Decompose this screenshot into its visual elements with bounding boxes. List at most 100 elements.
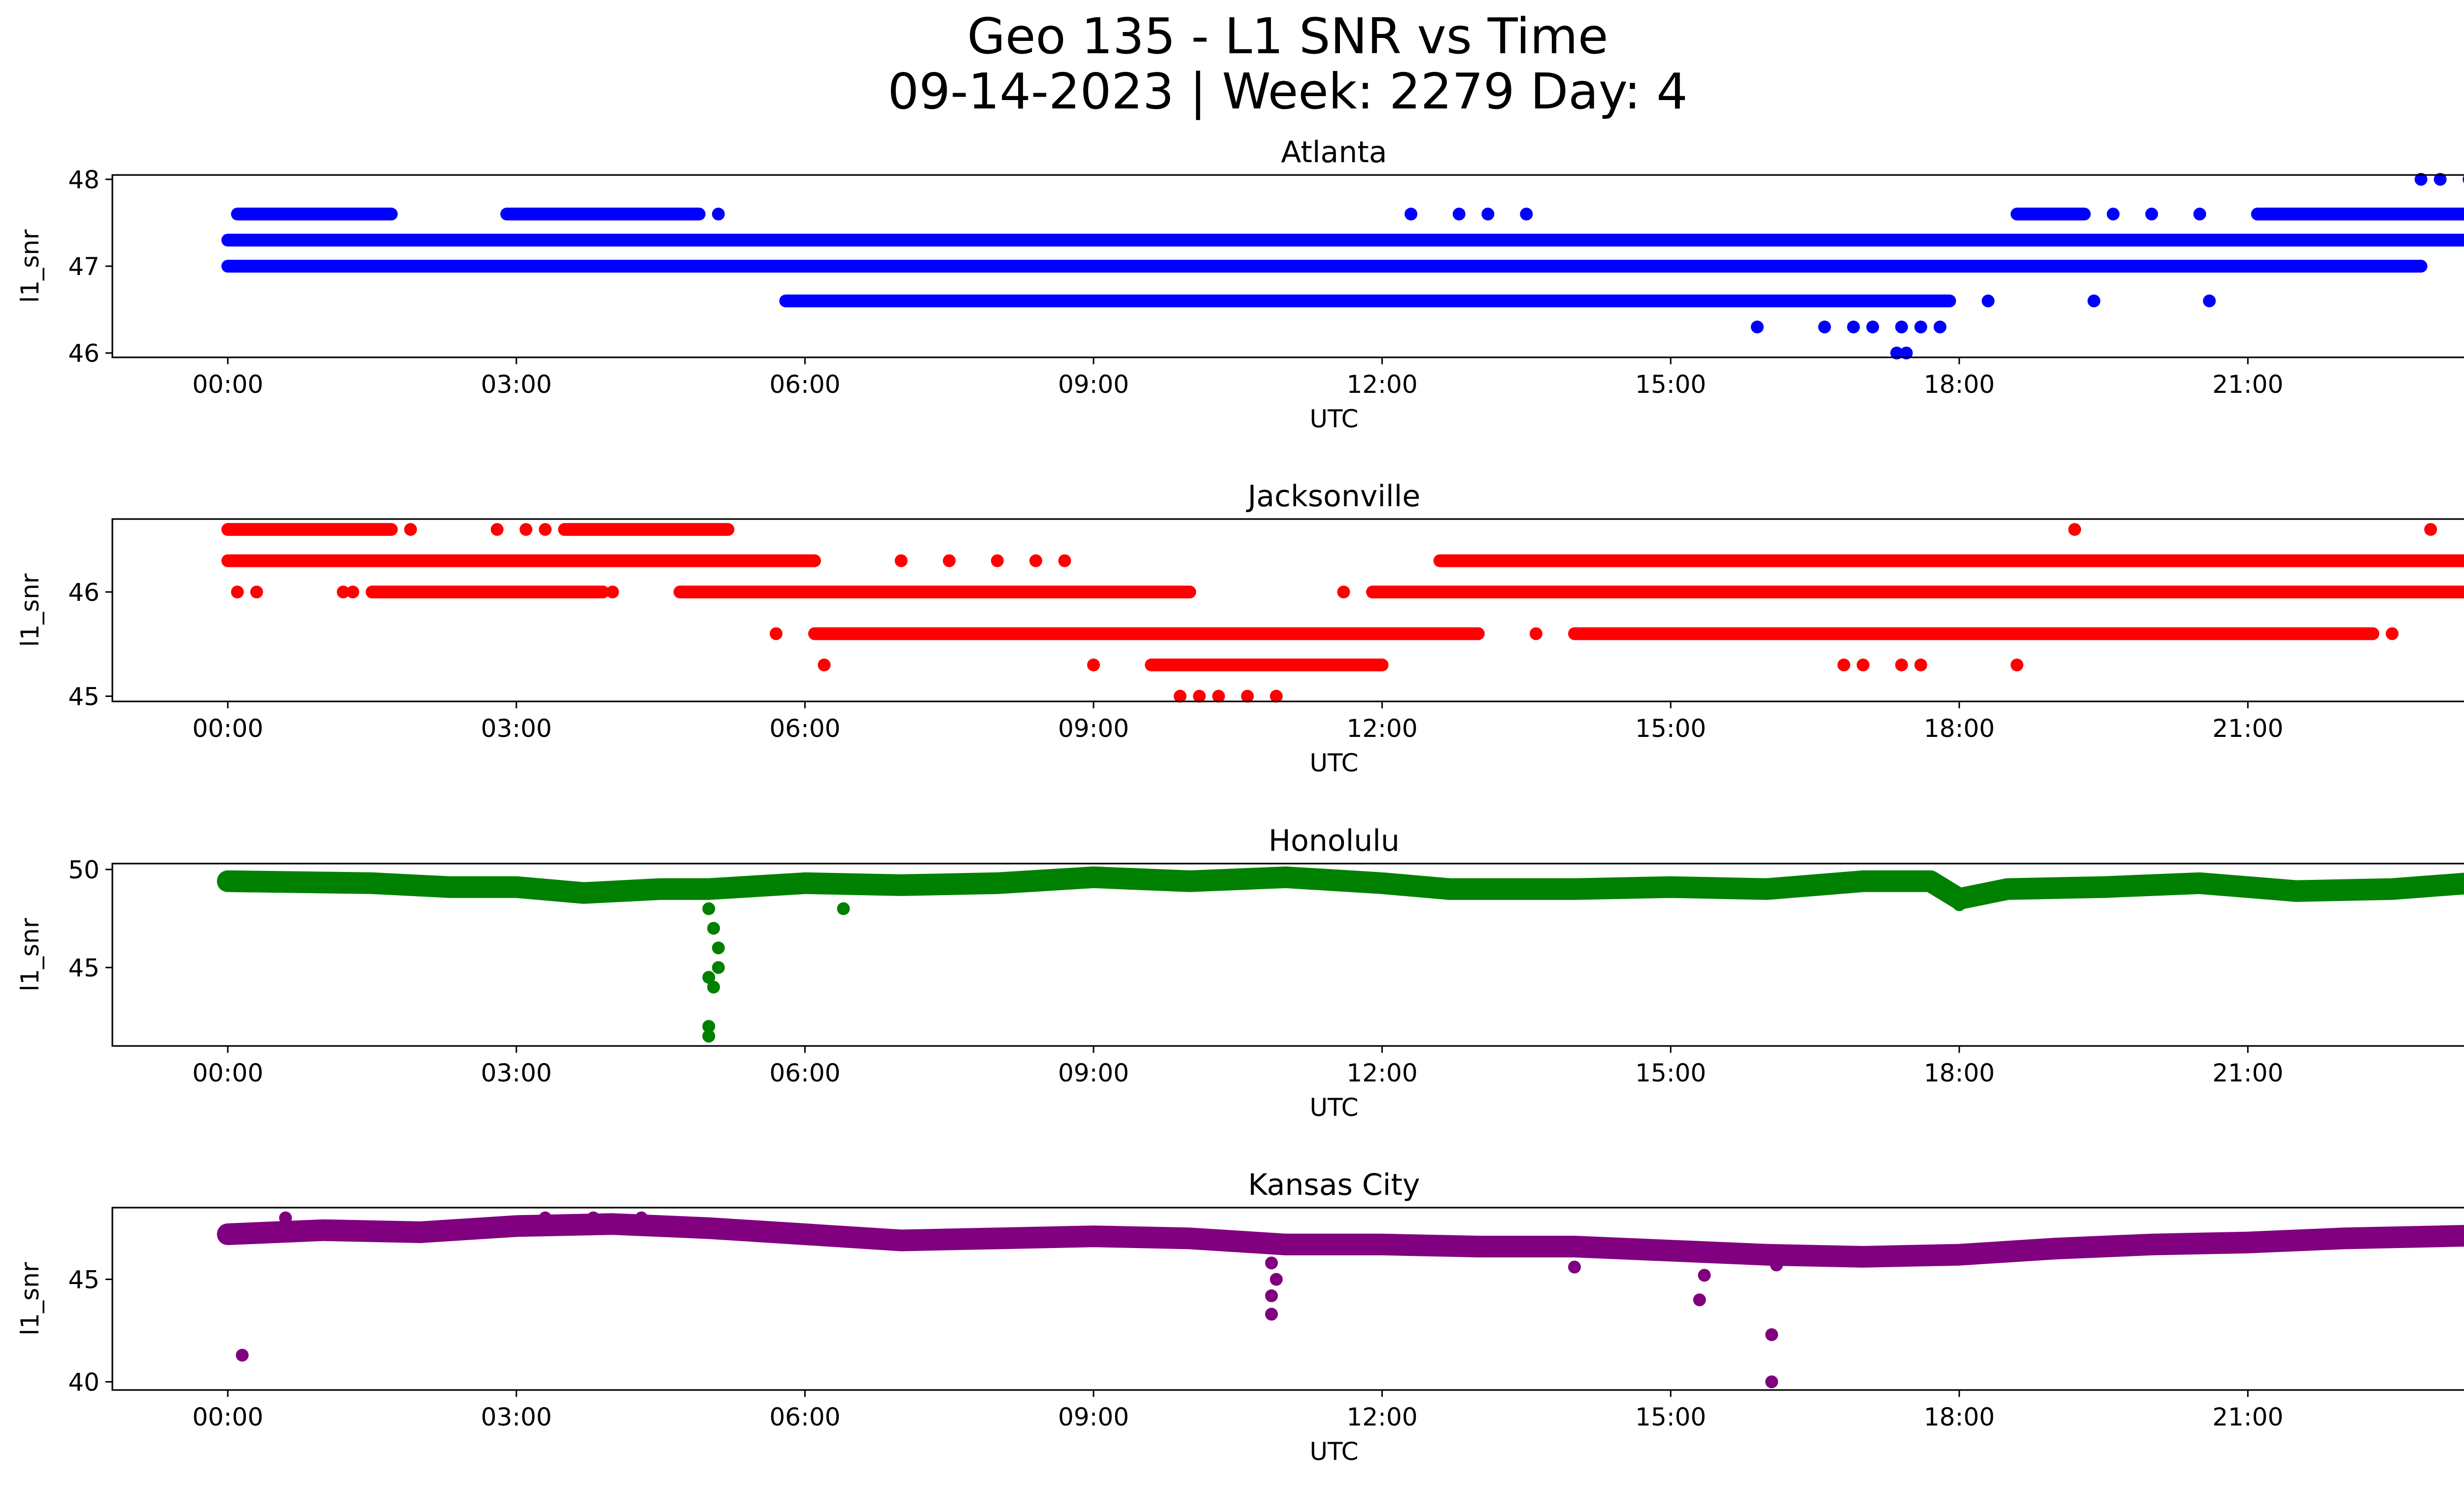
- x-tick-label: 18:00: [1924, 714, 1995, 743]
- data-point: [2068, 523, 2082, 536]
- data-point: [1337, 586, 1350, 598]
- data-point: [231, 586, 244, 598]
- data-point: [707, 980, 720, 994]
- data-point: [2010, 659, 2023, 671]
- axes-frame: [111, 1207, 2464, 1391]
- x-tick-label: 06:00: [769, 1403, 840, 1431]
- y-axis-label: l1_snr: [16, 1262, 44, 1335]
- data-point: [586, 1211, 600, 1224]
- data-point: [2386, 627, 2399, 640]
- subplots: 00:00 03:00 06:00 09:00 12:00 15:00 18:00 21:00…: [16, 135, 2464, 1466]
- data-point: [2203, 294, 2216, 308]
- data-point: [894, 554, 908, 567]
- figure-title-line1: Geo 135 - L1 SNR vs Time: [967, 7, 1608, 65]
- axes-frame: [111, 518, 2464, 702]
- figure-title: Geo 135 - L1 SNR vs Time 09-14-2023 | We…: [0, 9, 2464, 119]
- data-point: [1087, 659, 1100, 671]
- subplot-jacksonville: 00:00 03:00 06:00 09:00 12:00 15:00 18:00 21:00…: [16, 479, 2464, 777]
- data-point: [1952, 898, 1966, 911]
- data-point: [1933, 320, 1947, 334]
- subplot-title: Honolulu: [1268, 824, 1400, 858]
- x-tick-label: 03:00: [481, 1059, 552, 1087]
- data-point: [991, 554, 1004, 567]
- y-tick-label: 47: [68, 252, 100, 281]
- data-point: [1895, 659, 1908, 671]
- data-point: [2107, 208, 2120, 221]
- data-point: [1529, 294, 1542, 308]
- data-point: [1269, 690, 1283, 703]
- x-tick-label: 00:00: [192, 714, 263, 743]
- data-point: [1890, 347, 1903, 360]
- data-point: [1452, 208, 1466, 221]
- y-tick-label: 48: [68, 166, 100, 194]
- data-point: [2145, 208, 2158, 221]
- data-point: [1212, 690, 1225, 703]
- data-point: [490, 523, 504, 536]
- data-point: [2463, 175, 2464, 183]
- y-tick-label: 45: [68, 954, 100, 982]
- data-point: [279, 1211, 292, 1224]
- dense-point-band: [217, 866, 2464, 910]
- data-point: [635, 1211, 648, 1224]
- data-point: [250, 208, 263, 221]
- scatter-series: [217, 866, 2464, 1043]
- data-point: [250, 586, 263, 598]
- data-point: [1866, 320, 1880, 334]
- data-point: [2414, 173, 2428, 186]
- x-tick-label: 12:00: [1347, 370, 1418, 399]
- y-tick-label: 40: [68, 1368, 100, 1396]
- y-axis-label: l1_snr: [16, 229, 44, 303]
- data-point: [702, 971, 716, 984]
- data-point: [1837, 659, 1850, 671]
- data-point: [1520, 208, 1533, 221]
- data-point: [1265, 1256, 1278, 1270]
- figure-title-line2: 09-14-2023 | Week: 2279 Day: 4: [888, 63, 1688, 120]
- data-point: [519, 523, 533, 536]
- data-point: [1173, 690, 1187, 703]
- data-point: [1058, 554, 1071, 567]
- data-point: [702, 1030, 716, 1043]
- x-tick-label: 00:00: [192, 370, 263, 399]
- x-tick-label: 03:00: [481, 714, 552, 743]
- x-tick-label: 15:00: [1635, 714, 1706, 743]
- data-point: [702, 902, 716, 915]
- data-point: [1529, 627, 1542, 640]
- y-tick-label: 45: [68, 1266, 100, 1294]
- x-tick-label: 18:00: [1924, 1403, 1995, 1431]
- x-tick-label: 12:00: [1347, 714, 1418, 743]
- x-axis-label: UTC: [1309, 1093, 1358, 1122]
- data-point: [1481, 208, 1495, 221]
- subplot-title: Atlanta: [1281, 135, 1387, 170]
- data-point: [1765, 1328, 1779, 1341]
- data-point: [1265, 1308, 1278, 1321]
- data-point: [702, 1020, 716, 1033]
- x-tick-label: 21:00: [2212, 1059, 2283, 1087]
- x-tick-label: 09:00: [1058, 714, 1129, 743]
- data-point: [404, 523, 417, 536]
- x-tick-label: 15:00: [1635, 370, 1706, 399]
- data-point: [1693, 1293, 1706, 1307]
- subplot-title: Jacksonville: [1246, 479, 1421, 514]
- x-tick-label: 06:00: [769, 714, 840, 743]
- y-tick-label: 46: [68, 339, 100, 368]
- x-tick-label: 12:00: [1347, 1403, 1418, 1431]
- data-point: [712, 961, 725, 974]
- data-point: [2433, 173, 2447, 186]
- data-point: [539, 523, 552, 536]
- y-axis-label: l1_snr: [16, 918, 44, 991]
- subplot-kansas-city: 00:00 03:00 06:00 09:00 12:00 15:00 18:00 21:00…: [16, 1168, 2464, 1466]
- x-tick-label: 09:00: [1058, 370, 1129, 399]
- y-tick-label: 45: [68, 682, 100, 711]
- data-point: [1241, 690, 1254, 703]
- x-tick-label: 12:00: [1347, 1059, 1418, 1087]
- subplot-honolulu: 00:00 03:00 06:00 09:00 12:00 15:00 18:00 21:00…: [16, 824, 2464, 1122]
- data-point: [818, 659, 831, 671]
- data-point: [1914, 320, 1927, 334]
- x-tick-label: 09:00: [1058, 1059, 1129, 1087]
- y-tick-label: 50: [68, 856, 100, 884]
- data-point: [2193, 208, 2206, 221]
- data-point: [1895, 320, 1908, 334]
- data-point: [1818, 320, 1831, 334]
- x-tick-label: 09:00: [1058, 1403, 1129, 1431]
- data-point: [712, 941, 725, 955]
